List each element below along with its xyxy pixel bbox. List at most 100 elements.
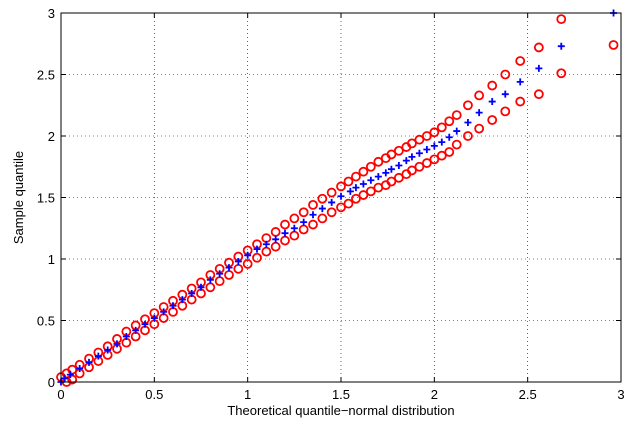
circle-marker	[463, 100, 473, 111]
circle-marker	[365, 161, 376, 172]
axis-ticks: 0 0.5 1 1.5 2 2.5 3 0 0.5 1 1.5 2 2.5 3	[37, 6, 625, 402]
x-tick-label: 0	[57, 387, 64, 402]
plus-marker	[352, 184, 360, 192]
circle-marker	[533, 42, 544, 53]
plus-marker	[85, 358, 93, 366]
plus-marker	[216, 270, 224, 278]
circle-marker	[451, 139, 462, 150]
circle-marker	[421, 131, 432, 141]
plus-marker	[188, 289, 196, 297]
plus-marker	[438, 138, 446, 146]
circle-marker	[608, 40, 619, 50]
y-tick-label: 0	[48, 375, 55, 390]
y-tick-label: 1	[48, 252, 55, 267]
y-tick-label: 2.5	[37, 68, 55, 83]
plus-marker	[328, 198, 336, 206]
plus-marker	[272, 235, 280, 243]
circle-marker	[515, 96, 526, 107]
circle-marker	[280, 219, 290, 230]
plus-marker	[516, 78, 524, 86]
x-tick-label: 0.5	[145, 387, 163, 402]
circle-marker	[393, 145, 404, 156]
plus-marker	[359, 180, 367, 188]
plus-marker	[535, 64, 543, 72]
plus-marker	[206, 276, 214, 284]
plus-marker	[160, 308, 168, 316]
plus-marker	[415, 149, 423, 157]
circle-marker	[386, 176, 397, 187]
circle-marker	[444, 147, 455, 157]
plus-marker	[318, 205, 326, 213]
plus-marker	[76, 364, 84, 372]
circle-marker	[242, 259, 253, 269]
plus-marker	[225, 264, 233, 272]
circle-marker	[487, 115, 498, 125]
x-tick-label: 3	[617, 387, 624, 402]
plus-marker	[309, 211, 317, 219]
circle-marker	[308, 199, 318, 210]
circle-marker	[252, 252, 262, 263]
plus-marker	[300, 218, 308, 226]
plus-marker	[113, 340, 121, 348]
x-tick-label: 2.5	[519, 387, 537, 402]
circle-marker	[463, 131, 473, 141]
circle-marker	[308, 219, 318, 230]
plus-marker	[430, 142, 438, 150]
circle-marker	[515, 56, 526, 66]
circle-marker	[336, 202, 346, 213]
y-tick-label: 1.5	[37, 191, 55, 206]
circle-marker	[317, 193, 328, 204]
plus-marker	[234, 257, 242, 265]
circle-marker	[429, 127, 440, 138]
circle-marker	[326, 207, 337, 218]
circle-marker	[298, 207, 309, 218]
plus-marker	[61, 374, 69, 382]
circle-marker	[343, 198, 354, 209]
plus-marker	[488, 98, 496, 106]
circle-marker	[414, 161, 425, 172]
plus-marker	[132, 326, 140, 334]
circle-marker	[351, 193, 361, 204]
series-circle	[56, 14, 619, 382]
circle-marker	[429, 154, 440, 165]
plus-marker	[453, 127, 461, 135]
y-tick-label: 2	[48, 129, 55, 144]
plus-marker	[104, 346, 112, 354]
plus-marker	[395, 162, 403, 170]
circle-marker	[358, 166, 369, 177]
circle-marker	[487, 80, 498, 91]
circle-marker	[386, 149, 397, 160]
plus-marker	[387, 165, 395, 173]
circle-marker	[373, 156, 384, 167]
plus-marker	[244, 251, 252, 259]
x-tick-label: 1.5	[332, 387, 350, 402]
x-tick-label: 2	[431, 387, 438, 402]
circle-marker	[414, 134, 425, 145]
plus-marker	[557, 42, 565, 50]
circle-marker	[436, 150, 447, 161]
plus-marker	[178, 296, 186, 304]
plus-marker	[66, 371, 74, 379]
y-axis-title: Sample quantile	[11, 151, 26, 244]
circle-marker	[500, 69, 511, 80]
plus-marker	[374, 173, 382, 181]
plus-marker	[94, 352, 102, 360]
circle-marker	[317, 213, 328, 224]
circle-marker	[289, 213, 300, 224]
y-tick-label: 0.5	[37, 314, 55, 329]
plus-marker	[408, 153, 416, 161]
plus-marker	[501, 90, 509, 98]
circle-marker	[556, 68, 567, 79]
circle-marker	[393, 172, 404, 183]
plus-marker	[281, 229, 289, 237]
plus-marker	[262, 240, 270, 248]
circle-marker	[326, 187, 337, 198]
y-tick-label: 3	[48, 6, 55, 21]
circle-marker	[343, 176, 354, 187]
plus-marker	[445, 133, 453, 141]
circle-marker	[67, 374, 78, 385]
circle-marker	[407, 165, 417, 176]
circle-marker	[436, 122, 447, 133]
plus-marker	[423, 146, 431, 154]
